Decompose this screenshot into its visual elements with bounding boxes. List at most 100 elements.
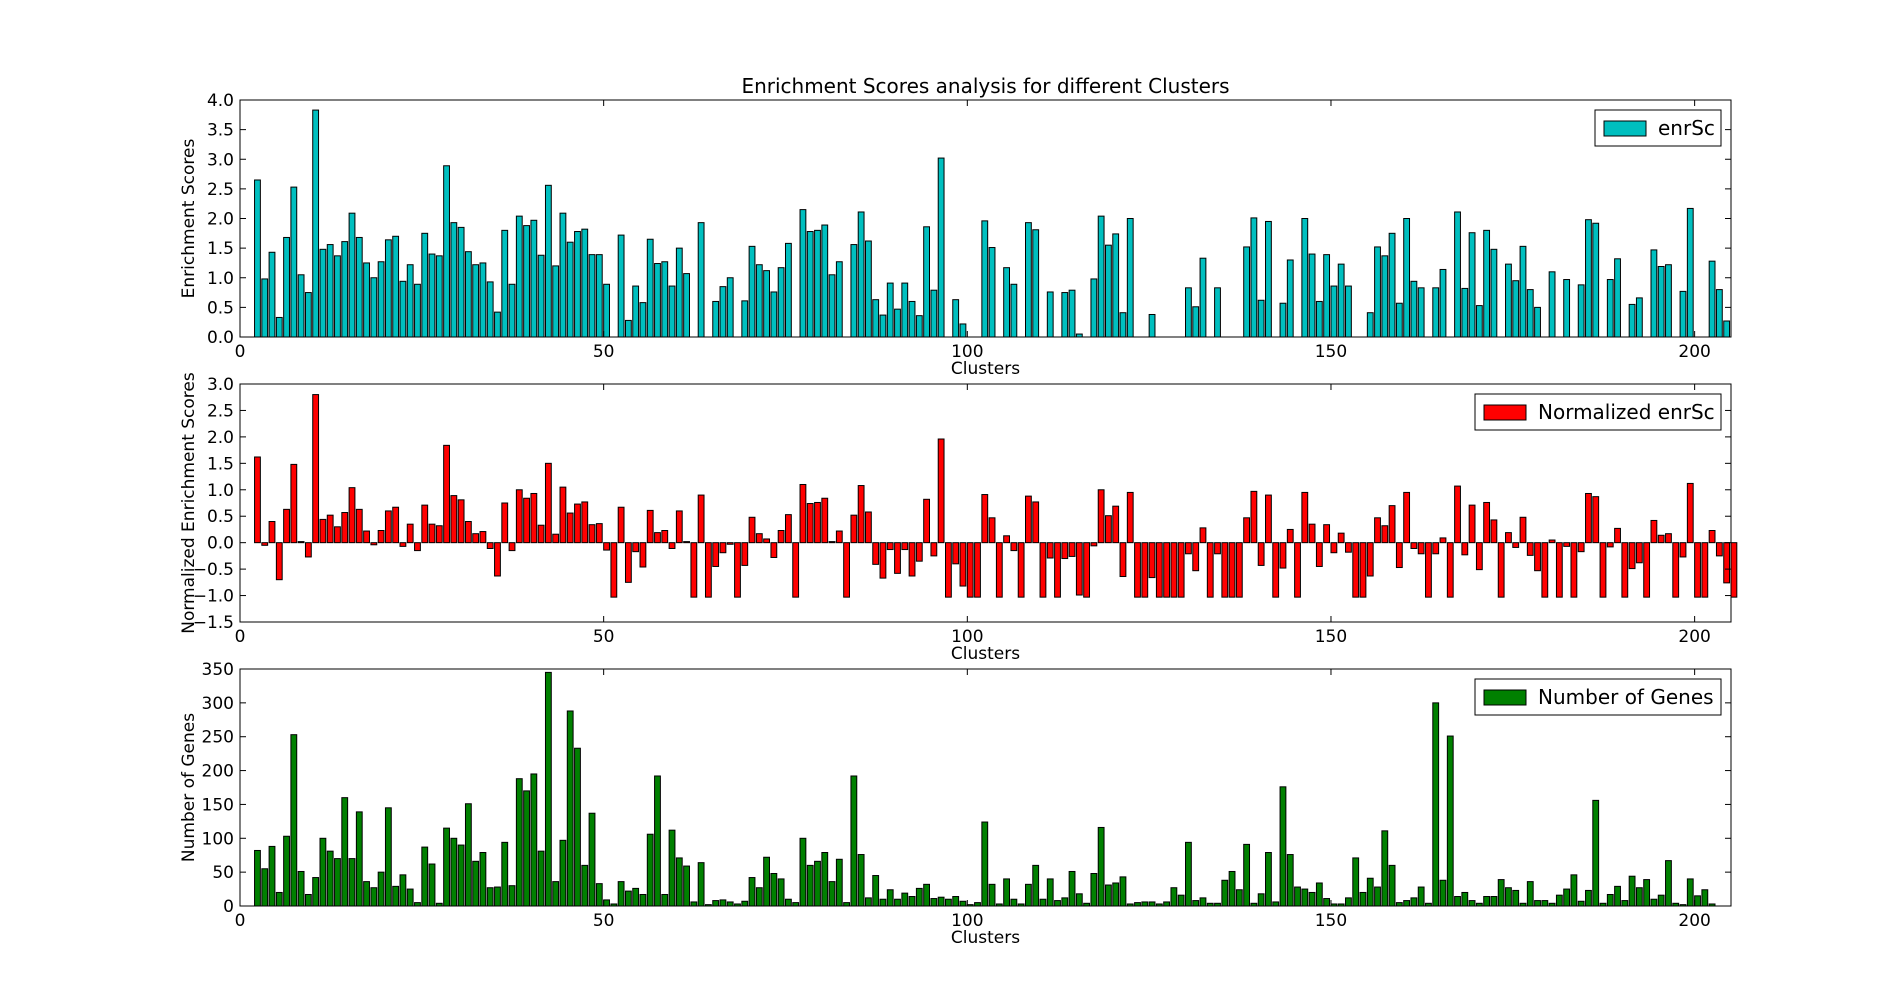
bar [1628,542,1636,570]
bar [632,285,640,338]
bar [945,542,952,598]
x-tick-label: 0 [235,911,246,931]
bar [617,881,625,907]
bar [384,807,392,907]
bar [1359,891,1367,907]
bar [1134,542,1141,598]
bar [603,542,610,551]
bar [574,231,581,338]
y-tick-label: 3.5 [207,121,234,141]
bar [1541,542,1549,598]
bar [1039,898,1047,907]
bar [1228,870,1236,907]
bar [254,456,261,544]
bar [1621,900,1629,907]
bar [530,219,538,338]
bar [406,888,414,907]
bar [1061,897,1069,907]
x-tick-label: 100 [951,342,983,362]
bar [886,282,894,338]
bar [544,462,552,544]
bar [581,864,589,907]
bar [595,254,603,338]
bar [1395,902,1403,907]
bar [661,893,669,907]
bar [908,300,916,338]
bar [777,530,785,544]
bar [1257,299,1265,338]
bar [363,262,370,338]
y-tick-label: 1.5 [207,239,234,259]
chart-title: Enrichment Scores analysis for different… [741,74,1229,98]
bar [406,523,414,544]
bar [1330,285,1338,338]
bar [668,285,676,338]
bar [1323,254,1331,338]
bar [1497,542,1505,598]
y-tick-label: 50 [212,863,234,883]
y-axis-label: Enrichment Scores [179,139,199,299]
bar [1192,306,1200,338]
bar [857,854,865,907]
bar [312,877,320,907]
bar [326,514,334,544]
bar [283,835,290,907]
bar [981,821,989,907]
bar [901,542,909,551]
bar [617,234,625,338]
bar [1454,896,1461,907]
bar [1294,542,1301,598]
bar [894,898,901,907]
bar [1279,302,1287,338]
bar [1163,542,1171,598]
legend-swatch [1603,120,1647,137]
bar [261,868,269,907]
bar [1250,490,1258,544]
bar [377,261,385,338]
bar [1003,535,1010,544]
bar [1315,300,1323,338]
bar [1090,873,1098,907]
y-tick-label: 3.0 [207,150,234,170]
bar [1381,830,1389,907]
chart-panel-2: 0 50 100 150 200 −1.5 −1.0 −0.5 0.0 0.5 1.0 1.5 2.0 2… [179,372,1738,664]
bar [414,283,421,338]
bar [544,671,552,907]
bar [894,542,901,574]
bar [741,300,749,338]
bar [603,899,610,907]
bar [1097,489,1105,544]
bar [319,837,327,907]
bar [799,209,807,338]
bar [1541,900,1549,907]
bar [1577,542,1585,553]
bar [726,901,734,907]
bar [1454,211,1461,338]
bar [959,323,967,338]
bar [1235,542,1243,598]
bar [872,299,880,338]
bar [494,542,501,577]
y-tick-label: 1.5 [207,454,234,474]
bar [275,891,283,907]
bar [915,887,923,907]
bar [1221,542,1229,598]
bar [1286,854,1294,907]
x-tick-label: 50 [593,342,615,362]
bar [719,899,727,907]
bar [763,538,770,544]
y-tick-label: 2.0 [207,210,234,230]
bar [1315,542,1323,567]
bar [1032,229,1040,338]
bar [1308,523,1316,544]
bar [1650,898,1658,907]
bar [268,845,276,907]
bar [1490,248,1498,338]
bar [923,883,930,907]
bar [930,542,938,557]
legend-label: Normalized enrSc [1538,400,1715,424]
bar [515,778,523,907]
bar [1592,799,1600,907]
bar [1286,528,1294,544]
bar [384,510,392,544]
